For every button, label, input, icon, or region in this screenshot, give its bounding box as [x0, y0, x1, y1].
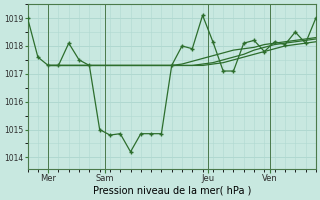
X-axis label: Pression niveau de la mer( hPa ): Pression niveau de la mer( hPa ) — [92, 186, 251, 196]
